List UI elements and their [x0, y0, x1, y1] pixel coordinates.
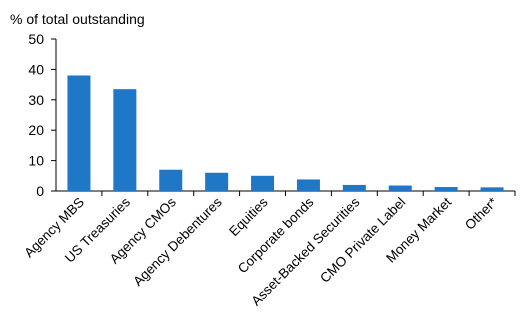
bar — [113, 89, 137, 191]
y-tick-label: 0 — [36, 183, 44, 199]
bar — [388, 185, 412, 191]
y-axis-unit-label: % of total outstanding — [10, 11, 145, 27]
y-axis: 0 10 20 30 40 50 — [28, 31, 57, 199]
x-category-label: Agency Debentures — [130, 194, 225, 289]
x-axis — [56, 190, 516, 196]
bar — [251, 175, 275, 191]
y-tick-label: 30 — [28, 92, 44, 108]
bar — [342, 184, 366, 191]
bars — [67, 75, 504, 191]
y-tick-label: 40 — [28, 61, 44, 77]
x-category-label: Equities — [226, 194, 271, 239]
x-category-label: Other* — [462, 194, 501, 233]
bar — [434, 187, 458, 191]
bar — [67, 75, 91, 191]
y-tick-label: 10 — [28, 153, 44, 169]
x-category-label: CMO Private Label — [317, 195, 408, 286]
y-tick-label: 50 — [28, 31, 44, 47]
bar — [296, 179, 320, 191]
y-tick-label: 20 — [28, 122, 44, 138]
bar — [159, 169, 183, 191]
bar — [480, 187, 504, 191]
bar — [205, 172, 229, 191]
